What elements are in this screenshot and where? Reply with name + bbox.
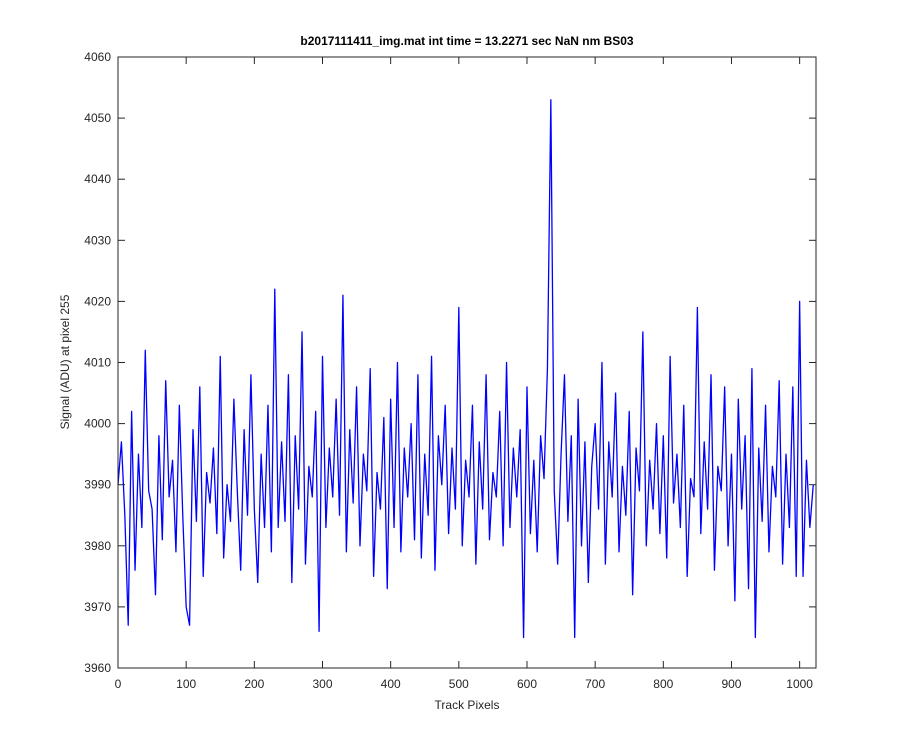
y-tick-label: 4000: [84, 417, 111, 431]
data-line: [117, 99, 814, 639]
y-tick-label: 3960: [84, 661, 111, 675]
chart-title: b2017111411_img.mat int time = 13.2271 s…: [300, 34, 634, 48]
x-tick-label: 700: [585, 677, 605, 691]
x-tick-label: 600: [517, 677, 537, 691]
y-tick-label: 4020: [84, 294, 111, 308]
y-tick-label: 3970: [84, 600, 111, 614]
x-tick-label: 400: [381, 677, 401, 691]
x-tick-label: 500: [449, 677, 469, 691]
x-tick-label: 200: [244, 677, 264, 691]
x-tick-label: 0: [115, 677, 122, 691]
y-tick-label: 4040: [84, 172, 111, 186]
y-tick-label: 4010: [84, 356, 111, 370]
x-tick-label: 800: [653, 677, 673, 691]
x-tick-label: 900: [721, 677, 741, 691]
x-tick-label: 100: [176, 677, 196, 691]
y-tick-label: 4060: [84, 50, 111, 64]
y-tick-label: 3980: [84, 539, 111, 553]
y-axis-label: Signal (ADU) at pixel 255: [58, 294, 72, 429]
x-tick-label: 300: [312, 677, 332, 691]
y-tick-label: 4050: [84, 111, 111, 125]
y-tick-label: 4030: [84, 233, 111, 247]
x-tick-label: 1000: [786, 677, 813, 691]
x-axis-label: Track Pixels: [435, 698, 500, 712]
y-tick-label: 3990: [84, 478, 111, 492]
